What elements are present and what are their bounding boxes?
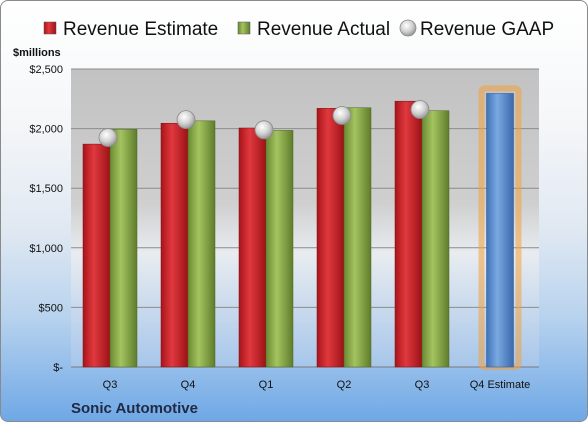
marker-revenue-gaap	[410, 100, 430, 119]
legend-swatch	[399, 19, 417, 37]
y-tick-label: $-	[53, 362, 63, 374]
bar-revenue-actual	[187, 120, 216, 368]
marker-revenue-gaap	[254, 120, 274, 140]
y-tick-label: $1,000	[29, 243, 63, 255]
gridlines	[71, 68, 539, 368]
bar-revenue-actual	[265, 130, 294, 368]
x-tick-label: Q4 Estimate	[470, 379, 531, 391]
bar-revenue-actual	[343, 107, 372, 368]
bar-revenue-actual	[109, 128, 138, 368]
x-tick-label: Q2	[337, 379, 352, 391]
y-tick-label: $1,500	[29, 183, 63, 195]
marker-revenue-gaap	[176, 110, 196, 130]
bar-revenue-estimate	[238, 127, 267, 368]
bars	[82, 85, 522, 370]
marker-revenue-gaap	[98, 128, 118, 147]
y-tick-label: $2,500	[29, 64, 63, 76]
x-tick-label: Q3	[415, 379, 430, 391]
x-tick-label: Q4	[181, 379, 196, 391]
y-axis-unit-label: $millions	[13, 47, 61, 59]
y-tick-label: $2,000	[29, 124, 63, 136]
bar-revenue-estimate	[82, 143, 111, 368]
x-tick-label: Q1	[259, 379, 274, 391]
gaap-markers	[98, 100, 430, 147]
bar-revenue-estimate	[160, 122, 189, 368]
x-tick-label: Q3	[103, 379, 118, 391]
company-label: Sonic Automotive	[71, 400, 198, 417]
legend-swatch	[43, 21, 57, 35]
plot-area	[71, 69, 539, 367]
y-tick-label: $500	[39, 302, 63, 314]
legend-label: Revenue GAAP	[420, 19, 554, 40]
bar-revenue-estimate	[316, 108, 345, 368]
legend: Revenue Estimate Revenue Actual Revenue GA…	[43, 19, 554, 40]
bar-revenue-estimate	[394, 100, 423, 368]
x-axis-ticks: Q3 Q4 Q1 Q2 Q3 Q4 Estimate	[103, 379, 531, 391]
bar-q4-estimate	[486, 93, 514, 368]
marker-revenue-gaap	[332, 106, 352, 125]
legend-label: Revenue Actual	[257, 19, 390, 40]
bar-revenue-actual	[421, 110, 450, 368]
y-axis-ticks: $- $500 $1,000 $1,500 $2,000 $2,500	[29, 64, 63, 374]
legend-label: Revenue Estimate	[63, 19, 218, 40]
legend-swatch	[237, 21, 251, 35]
